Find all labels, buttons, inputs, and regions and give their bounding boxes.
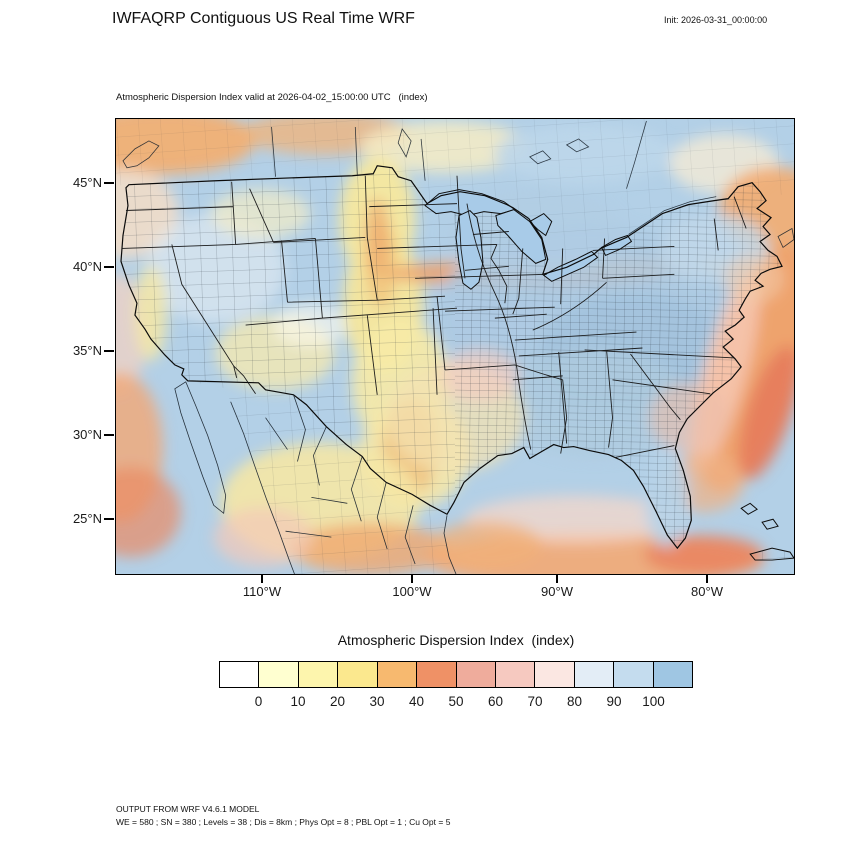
mexico-admin-texture bbox=[187, 380, 456, 574]
colorbar-cell bbox=[337, 662, 377, 687]
footer-config-line: WE = 580 ; SN = 380 ; Levels = 38 ; Dis … bbox=[116, 817, 451, 827]
lon-tick-label-80w: 80°W bbox=[691, 584, 723, 599]
us-map-canvas bbox=[116, 119, 794, 574]
colorbar-cell bbox=[573, 662, 614, 687]
state-borders bbox=[121, 175, 747, 458]
colorbar-tick-label: 0 bbox=[254, 694, 263, 709]
lon-tick-label-90w: 90°W bbox=[541, 584, 573, 599]
colorbar-title: Atmospheric Dispersion Index (index) bbox=[337, 632, 575, 648]
caribbean-islands bbox=[740, 502, 794, 561]
colorbar-cell bbox=[534, 662, 574, 687]
lat-tick-label-30n: 30°N bbox=[72, 427, 102, 442]
lon-tick-label-110w: 110°W bbox=[242, 584, 282, 599]
lat-tick-label-35n: 35°N bbox=[72, 343, 102, 358]
colorbar-tick-label: 100 bbox=[642, 694, 665, 709]
lon-tick bbox=[556, 575, 558, 583]
colorbar-tick-label: 90 bbox=[606, 694, 622, 709]
colorbar-cell bbox=[494, 662, 535, 687]
lon-tick bbox=[706, 575, 708, 583]
colorbar-cell bbox=[220, 662, 259, 687]
lat-tick bbox=[104, 434, 114, 436]
lon-tick bbox=[261, 575, 263, 583]
great-lakes bbox=[424, 189, 633, 290]
colorbar-cell bbox=[258, 662, 298, 687]
colorbar-tick-label: 80 bbox=[566, 694, 583, 709]
colorbar-tick-label: 30 bbox=[369, 694, 385, 709]
colorbar-cell bbox=[297, 662, 338, 687]
footer-model-line: OUTPUT FROM WRF V4.6.1 MODEL bbox=[116, 804, 260, 814]
colorbar-cell bbox=[613, 662, 653, 687]
colorbar-tick-label: 10 bbox=[290, 694, 306, 709]
lat-tick bbox=[104, 518, 114, 520]
colorbar bbox=[219, 661, 693, 688]
colorbar-cell bbox=[455, 662, 495, 687]
colorbar-tick-label: 50 bbox=[448, 694, 464, 709]
lat-tick bbox=[104, 266, 114, 268]
lon-tick-label-100w: 100°W bbox=[392, 584, 432, 599]
colorbar-tick-label: 40 bbox=[408, 694, 425, 709]
canada-borders bbox=[122, 120, 794, 249]
map-subtitle: Atmospheric Dispersion Index valid at 20… bbox=[116, 92, 428, 103]
page-title: IWFAQRP Contiguous US Real Time WRF bbox=[112, 10, 415, 27]
colorbar-tick-label: 70 bbox=[527, 694, 543, 709]
lat-tick bbox=[104, 182, 114, 184]
canada-admin-texture bbox=[116, 119, 794, 268]
colorbar-cell bbox=[416, 662, 456, 687]
colorbar-tick-labels: 0 10 20 30 40 50 60 70 80 90 100 bbox=[219, 694, 693, 712]
colorbar-cell bbox=[652, 662, 693, 687]
map-frame bbox=[115, 118, 795, 575]
us-outline bbox=[120, 165, 783, 550]
lat-tick bbox=[104, 350, 114, 352]
lat-tick-label-45n: 45°N bbox=[72, 175, 102, 190]
colorbar-tick-label: 60 bbox=[487, 694, 504, 709]
mexico-borders bbox=[174, 381, 457, 574]
colorbar-tick-label: 20 bbox=[329, 694, 346, 709]
colorbar-cell bbox=[376, 662, 417, 687]
lat-tick-label-25n: 25°N bbox=[72, 511, 102, 526]
lon-tick bbox=[411, 575, 413, 583]
lat-tick-label-40n: 40°N bbox=[72, 259, 102, 274]
init-timestamp: Init: 2026-03-31_00:00:00 bbox=[664, 15, 768, 25]
